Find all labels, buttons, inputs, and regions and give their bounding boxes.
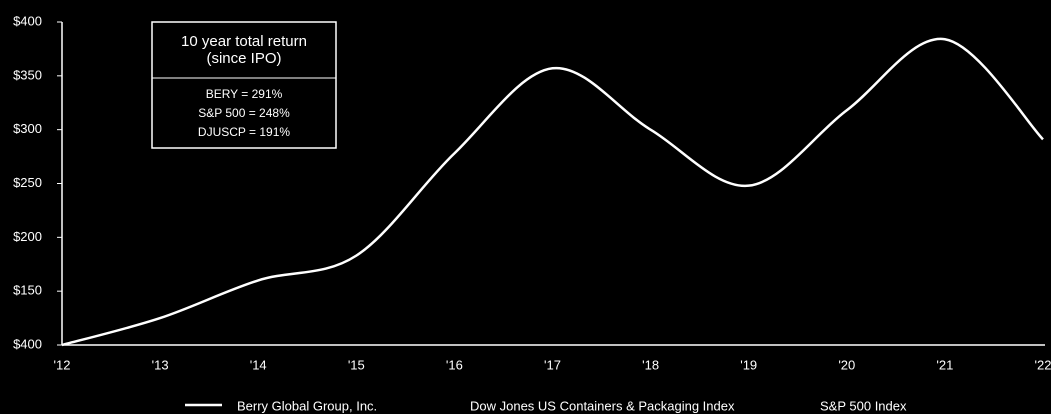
x-tick-label: '18 [642, 357, 659, 372]
y-tick-label: $150 [13, 283, 42, 298]
y-tick-label: $250 [13, 175, 42, 190]
annotation-title: (since IPO) [206, 50, 281, 67]
x-tick-label: '20 [838, 357, 855, 372]
x-tick-label: '16 [446, 357, 463, 372]
legend-label: S&P 500 Index [820, 398, 907, 413]
annotation-line: BERY = 291% [206, 87, 283, 101]
y-tick-label: $300 [13, 121, 42, 136]
annotation-line: S&P 500 = 248% [198, 106, 290, 120]
x-tick-label: '12 [54, 357, 71, 372]
line-series [61, 37, 1044, 347]
annotation-frame [151, 21, 337, 149]
x-tick-label: '13 [152, 357, 169, 372]
y-tick-label: $200 [13, 229, 42, 244]
y-tick-label: $400 [13, 336, 42, 351]
x-tick-label: '19 [740, 357, 757, 372]
annotation-line: DJUSCP = 191% [198, 125, 290, 139]
x-tick-label: '15 [348, 357, 365, 372]
y-tick-label: $400 [13, 13, 42, 28]
x-tick-label: '22 [1035, 357, 1051, 372]
legend-label: Dow Jones US Containers & Packaging Inde… [470, 398, 735, 413]
x-tick-label: '17 [544, 357, 561, 372]
x-tick-label: '14 [250, 357, 267, 372]
x-tick-label: '21 [936, 357, 953, 372]
annotation-box: 10 year total return (since IPO) BERY = … [151, 21, 337, 149]
y-tick-label: $350 [13, 67, 42, 82]
annotation-title: 10 year total return [181, 33, 307, 50]
legend-label: Berry Global Group, Inc. [237, 398, 377, 413]
